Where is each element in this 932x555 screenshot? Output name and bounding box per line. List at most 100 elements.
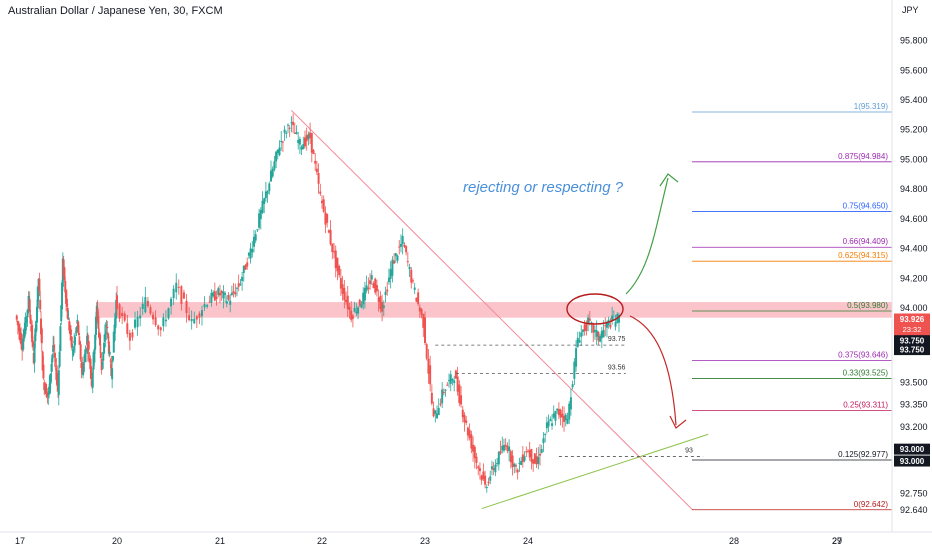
candle-body [256, 229, 259, 231]
y-tick-label: 95.200 [900, 125, 928, 135]
candle-body [273, 161, 276, 170]
candle-body [230, 292, 233, 295]
candle-body [91, 372, 94, 388]
candle-body [97, 316, 100, 329]
candle-body [336, 257, 339, 272]
candle-body [234, 292, 237, 295]
candle-body [276, 149, 279, 154]
candle-body [81, 362, 84, 374]
candle-body [375, 285, 378, 292]
candle-body [66, 307, 69, 319]
candle-body [217, 288, 220, 296]
fibonacci-levels: 1(95.319) 0.875(94.984) 0.75(94.650) 0.66(9… [692, 102, 892, 511]
candle-body [331, 243, 334, 253]
candle-body [563, 415, 566, 422]
y-tick-label: 94.000 [900, 303, 928, 313]
candle-body [87, 341, 90, 350]
candle-body [107, 341, 110, 354]
candle-body [82, 372, 85, 376]
bullish-arrow [625, 177, 669, 295]
candle-body [21, 344, 24, 351]
candle-body [58, 351, 61, 367]
candle-body [254, 234, 257, 241]
candle-body [482, 471, 485, 479]
candle-body [533, 453, 536, 464]
candle-body [281, 141, 284, 143]
candle-body [317, 173, 320, 184]
candle-body [497, 452, 500, 465]
candle-body [605, 321, 608, 328]
bearish-arrow-head [669, 415, 687, 429]
candle-body [600, 330, 603, 339]
trendlines [291, 110, 709, 511]
candle-body [41, 351, 44, 371]
candle-body [360, 304, 363, 308]
candle-body [611, 315, 614, 321]
candle-body [73, 336, 76, 346]
candle-body [170, 298, 173, 307]
y-tick-label: 94.200 [900, 273, 928, 283]
candle-body [20, 333, 23, 345]
candle-body [280, 140, 283, 142]
candle-body [472, 444, 475, 452]
candle-body [264, 191, 267, 199]
candle-body [399, 243, 402, 247]
candle-body [367, 287, 370, 290]
candle-body [198, 313, 201, 318]
candle-body [508, 446, 511, 452]
candle-body [527, 451, 529, 453]
candle-body [441, 389, 444, 404]
candle-body [136, 316, 139, 328]
candle-body [514, 465, 517, 467]
candle-body [506, 445, 509, 451]
candle-body [236, 287, 238, 289]
candle-body [25, 317, 28, 323]
fib-level-label: 0.33(93.525) [843, 369, 889, 378]
candle-body [357, 307, 360, 314]
x-tick-label: 27 [832, 536, 842, 546]
candle-body [126, 323, 129, 334]
candle-body [113, 324, 116, 341]
candle-body [89, 358, 92, 369]
candle-body [460, 395, 463, 405]
candle-body [139, 315, 142, 319]
candle-body [451, 379, 454, 381]
candle-body [439, 403, 442, 405]
candle-body [552, 413, 555, 418]
annotations: rejecting or respecting ? [463, 173, 687, 429]
candle-body [144, 297, 147, 313]
candle-body [492, 468, 495, 471]
candle-body [343, 287, 346, 301]
candle-body [321, 200, 323, 204]
candle-body [557, 408, 560, 416]
candle-body [571, 384, 574, 388]
candle-body [575, 348, 578, 367]
y-tick-label: 93.350 [900, 400, 928, 410]
fib-level-label: 0.75(94.650) [843, 201, 889, 210]
y-tick-label: 95.400 [900, 95, 928, 105]
candle-body [203, 304, 206, 308]
candle-body [339, 278, 342, 289]
candle-body [528, 450, 531, 458]
price-badge-label: 93.926 [900, 315, 925, 324]
candle-body [222, 291, 225, 299]
candle-body [456, 376, 459, 392]
candle-body [501, 445, 504, 451]
candle-body [46, 392, 49, 396]
x-tick-label: 24 [523, 536, 533, 546]
candle-body [425, 344, 428, 359]
candle-body [525, 451, 528, 453]
candle-body [398, 246, 401, 248]
candle-body [504, 444, 507, 447]
candle-body [40, 318, 43, 335]
candle-body [408, 266, 411, 270]
candle-body [540, 449, 543, 453]
candle-body [434, 410, 437, 414]
candle-body [107, 333, 110, 339]
candle-body [478, 468, 481, 472]
price-badge [894, 335, 930, 347]
candle-body [213, 291, 216, 301]
candle-body [309, 132, 312, 139]
